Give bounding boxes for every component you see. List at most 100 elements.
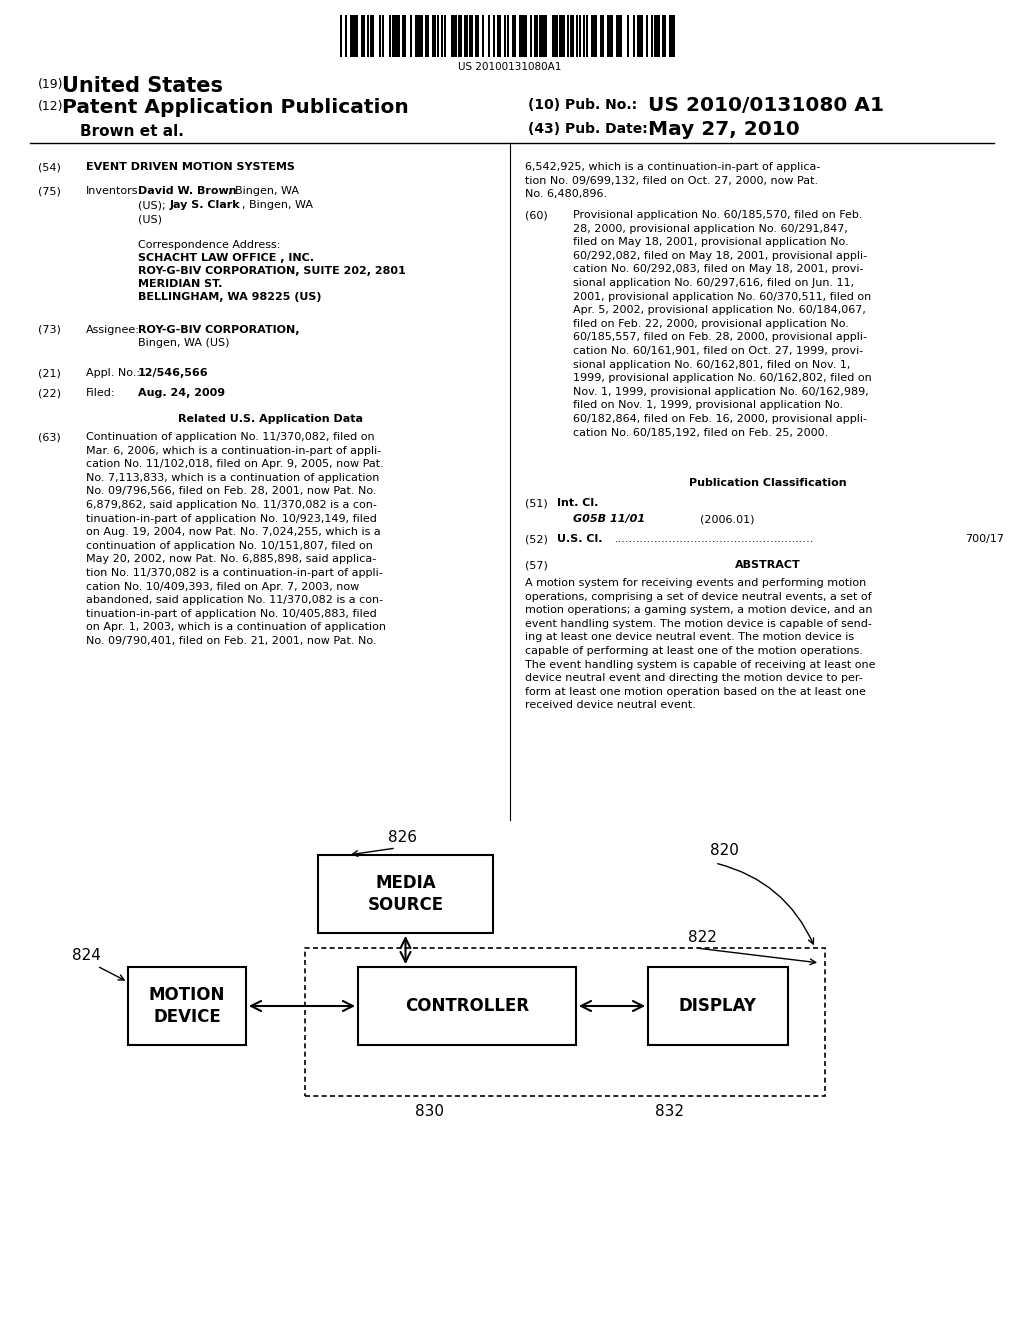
Text: (52): (52) <box>525 535 548 544</box>
Text: SCHACHT LAW OFFICE , INC.: SCHACHT LAW OFFICE , INC. <box>138 253 314 263</box>
Bar <box>401 15 406 57</box>
Text: 830: 830 <box>416 1104 444 1119</box>
Bar <box>633 15 635 57</box>
Text: MERIDIAN ST.: MERIDIAN ST. <box>138 279 222 289</box>
Text: Aug. 24, 2009: Aug. 24, 2009 <box>138 388 225 399</box>
Text: EVENT DRIVEN MOTION SYSTEMS: EVENT DRIVEN MOTION SYSTEMS <box>86 162 295 172</box>
Bar <box>497 15 501 57</box>
Text: Jay S. Clark: Jay S. Clark <box>170 201 241 210</box>
Bar <box>591 15 597 57</box>
Text: (54): (54) <box>38 162 60 172</box>
Bar <box>425 15 428 57</box>
Bar <box>566 15 568 57</box>
Bar <box>444 15 446 57</box>
Text: ROY-G-BIV CORPORATION,: ROY-G-BIV CORPORATION, <box>138 325 299 335</box>
Bar <box>437 15 439 57</box>
Bar <box>493 15 495 57</box>
Text: (43) Pub. Date:: (43) Pub. Date: <box>528 121 648 136</box>
Text: (51): (51) <box>525 498 548 508</box>
Text: Brown et al.: Brown et al. <box>80 124 184 139</box>
Bar <box>583 15 585 57</box>
Text: (57): (57) <box>525 560 548 570</box>
Bar <box>519 15 527 57</box>
Text: Related U.S. Application Data: Related U.S. Application Data <box>177 414 362 424</box>
Bar <box>539 15 547 57</box>
Text: MEDIA
SOURCE: MEDIA SOURCE <box>368 874 443 913</box>
Bar <box>559 15 565 57</box>
Text: CONTROLLER: CONTROLLER <box>404 997 529 1015</box>
Text: 824: 824 <box>72 948 101 964</box>
Text: Patent Application Publication: Patent Application Publication <box>62 98 409 117</box>
Text: MOTION
DEVICE: MOTION DEVICE <box>148 986 225 1026</box>
Bar <box>575 15 578 57</box>
Text: .......................................................: ........................................… <box>615 535 814 544</box>
Bar <box>350 15 358 57</box>
Bar <box>600 15 604 57</box>
Bar <box>579 15 581 57</box>
Text: Int. Cl.: Int. Cl. <box>557 498 598 508</box>
Text: DISPLAY: DISPLAY <box>679 997 757 1015</box>
Bar <box>379 15 381 57</box>
Text: David W. Brown: David W. Brown <box>138 186 237 195</box>
Bar <box>627 15 629 57</box>
Bar <box>431 15 435 57</box>
Text: ABSTRACT: ABSTRACT <box>735 560 801 570</box>
Bar <box>481 15 483 57</box>
Text: A motion system for receiving events and performing motion
operations, comprisin: A motion system for receiving events and… <box>525 578 876 710</box>
Text: Inventors:: Inventors: <box>86 186 142 195</box>
Bar <box>650 15 652 57</box>
Text: Correspondence Address:: Correspondence Address: <box>138 240 281 249</box>
Text: U.S. Cl.: U.S. Cl. <box>557 535 602 544</box>
Text: 822: 822 <box>688 931 717 945</box>
Bar <box>345 15 347 57</box>
Bar <box>616 15 622 57</box>
Text: (US);: (US); <box>138 201 169 210</box>
Bar <box>512 15 516 57</box>
Text: United States: United States <box>62 77 223 96</box>
Text: Publication Classification: Publication Classification <box>689 478 847 488</box>
Text: (22): (22) <box>38 388 61 399</box>
Text: G05B 11/01: G05B 11/01 <box>573 513 645 524</box>
Text: 6,542,925, which is a continuation-in-part of applica-
tion No. 09/699,132, file: 6,542,925, which is a continuation-in-pa… <box>525 162 820 199</box>
Bar <box>648 968 788 1045</box>
Bar <box>552 15 557 57</box>
Bar <box>507 15 509 57</box>
Text: (73): (73) <box>38 325 60 335</box>
Bar <box>370 15 374 57</box>
Text: Filed:: Filed: <box>86 388 116 399</box>
Bar <box>128 968 246 1045</box>
Bar <box>305 948 825 1096</box>
Bar <box>645 15 647 57</box>
Bar <box>388 15 390 57</box>
Text: Continuation of application No. 11/370,082, filed on
Mar. 6, 2006, which is a co: Continuation of application No. 11/370,0… <box>86 432 386 645</box>
Text: , Bingen, WA: , Bingen, WA <box>228 186 299 195</box>
Bar <box>469 15 473 57</box>
Text: US 2010/0131080 A1: US 2010/0131080 A1 <box>648 96 884 115</box>
Text: (10) Pub. No.:: (10) Pub. No.: <box>528 98 637 112</box>
Bar <box>361 15 365 57</box>
Bar <box>415 15 423 57</box>
Bar <box>662 15 666 57</box>
Text: (2006.01): (2006.01) <box>700 513 755 524</box>
Bar <box>474 15 478 57</box>
Bar <box>669 15 675 57</box>
Bar <box>654 15 660 57</box>
Bar <box>410 15 412 57</box>
Bar <box>570 15 574 57</box>
Text: May 27, 2010: May 27, 2010 <box>648 120 800 139</box>
Text: (US): (US) <box>138 214 162 224</box>
Text: 832: 832 <box>655 1104 684 1119</box>
Text: Bingen, WA (US): Bingen, WA (US) <box>138 338 229 348</box>
Text: 700/17: 700/17 <box>965 535 1004 544</box>
Bar <box>637 15 642 57</box>
Text: (75): (75) <box>38 186 60 195</box>
Bar <box>367 15 369 57</box>
Text: 820: 820 <box>710 843 739 858</box>
Bar <box>504 15 506 57</box>
Text: (12): (12) <box>38 100 63 114</box>
Text: (19): (19) <box>38 78 63 91</box>
Text: (21): (21) <box>38 368 60 378</box>
Bar <box>318 855 493 933</box>
Text: (63): (63) <box>38 432 60 442</box>
Text: ROY-G-BIV CORPORATION, SUITE 202, 2801: ROY-G-BIV CORPORATION, SUITE 202, 2801 <box>138 267 406 276</box>
